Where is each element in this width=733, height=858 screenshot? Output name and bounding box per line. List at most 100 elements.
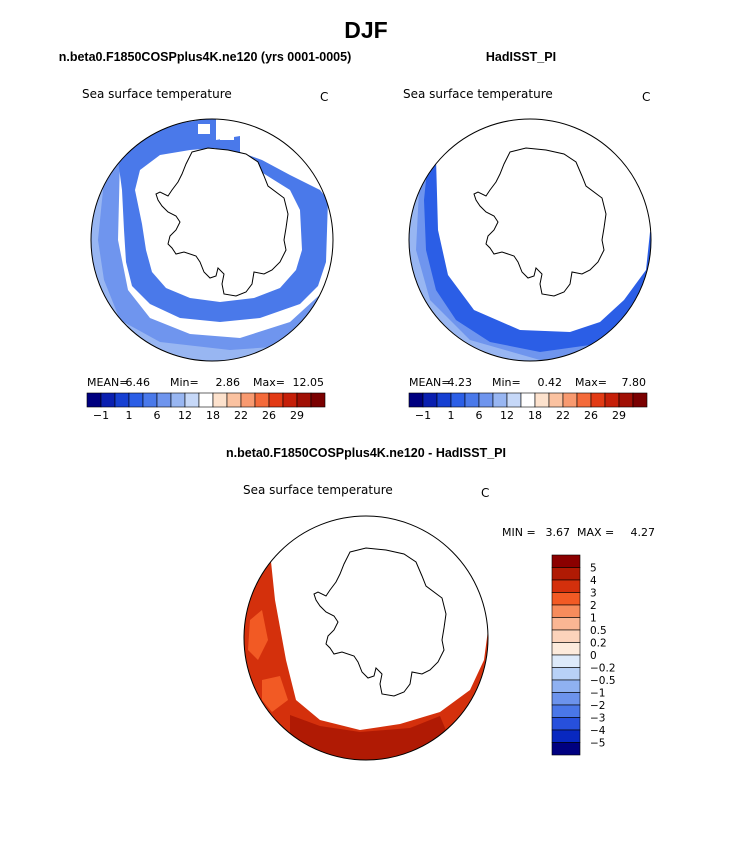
panel-observed-stats: MEAN= 4.23 Min= 0.42 Max= 7.80 <box>409 376 646 389</box>
colorbar-swatch <box>551 679 581 693</box>
colorbar-tick-label: 22 <box>234 409 248 422</box>
panel-model-colorbar: −1 1 6 12 18 22 26 29 <box>86 392 326 422</box>
colorbar-tick-label: 1 <box>448 409 455 422</box>
colorbar-swatch <box>551 567 581 581</box>
colorbar-swatch <box>590 392 606 408</box>
colorbar-swatch <box>548 392 564 408</box>
colorbar-swatch <box>551 742 581 756</box>
colorbar-swatch <box>478 392 494 408</box>
colorbar-level-label: 3 <box>590 588 597 600</box>
panel-difference-min-label: MIN = <box>502 526 536 539</box>
colorbar-swatch <box>114 392 130 408</box>
colorbar-swatch <box>551 592 581 606</box>
panel-model-units: C <box>320 90 328 104</box>
colorbar-swatch <box>520 392 536 408</box>
colorbar-level-label: 0 <box>590 650 597 662</box>
panel-difference-band-outer <box>244 552 488 760</box>
colorbar-tick-label: 18 <box>528 409 542 422</box>
colorbar-swatch <box>156 392 172 408</box>
colorbar-swatch <box>551 704 581 718</box>
colorbar-swatch <box>226 392 242 408</box>
panel-observed-variable: Sea surface temperature <box>403 87 553 101</box>
panel-observed-min-value: 0.42 <box>538 376 563 389</box>
colorbar-swatch <box>551 692 581 706</box>
colorbar-swatch <box>551 667 581 681</box>
colorbar-tick-label: −1 <box>93 409 109 422</box>
panel-observed-max-label: Max= <box>575 376 607 389</box>
colorbar-swatch <box>562 392 578 408</box>
panel-model-band-inner <box>110 119 328 322</box>
panel-observed-map <box>409 119 651 361</box>
panel-model-max-label: Max= <box>253 376 285 389</box>
colorbar-tick-label: 12 <box>500 409 514 422</box>
colorbar-level-label: −2 <box>590 700 605 712</box>
panel-difference-title: n.beta0.F1850COSPplus4K.ne120 - HadISST_… <box>226 446 506 460</box>
colorbar-level-label: 2 <box>590 600 597 612</box>
panel-difference-map-border <box>243 515 489 761</box>
colorbar-swatch <box>240 392 256 408</box>
colorbar-swatch <box>310 392 326 408</box>
colorbar-swatch <box>128 392 144 408</box>
colorbar-swatch <box>86 392 102 408</box>
colorbar-swatch <box>551 604 581 618</box>
colorbar-swatch <box>212 392 228 408</box>
panel-observed-mean-label: MEAN= <box>409 376 450 389</box>
colorbar-tick-label: 29 <box>290 409 304 422</box>
colorbar-level-label: −1 <box>590 688 605 700</box>
colorbar-swatch <box>551 717 581 731</box>
colorbar-level-label: 4 <box>590 575 597 587</box>
colorbar-tick-label: 12 <box>178 409 192 422</box>
colorbar-swatch <box>551 642 581 656</box>
panel-difference: n.beta0.F1850COSPplus4K.ne120 - HadISST_… <box>226 446 655 761</box>
panel-observed-max-value: 7.80 <box>622 376 647 389</box>
panel-difference-minmax: MIN = 3.67 MAX = 4.27 <box>502 526 655 539</box>
colorbar-swatch <box>506 392 522 408</box>
panel-difference-patch-2 <box>262 676 288 712</box>
panel-difference-max-label: MAX = <box>577 526 614 539</box>
panel-observed-title: HadISST_PI <box>486 50 556 64</box>
colorbar-swatch <box>282 392 298 408</box>
colorbar-tick-label: 22 <box>556 409 570 422</box>
colorbar-swatch <box>100 392 116 408</box>
colorbar-swatch <box>198 392 214 408</box>
panel-observed-min-label: Min= <box>492 376 521 389</box>
colorbar-tick-label: 29 <box>612 409 626 422</box>
panel-observed-units: C <box>642 90 650 104</box>
panel-difference-variable: Sea surface temperature <box>243 483 393 497</box>
panel-model-stats: MEAN= 6.46 Min= 2.86 Max= 12.05 <box>87 376 324 389</box>
colorbar-tick-label: 18 <box>206 409 220 422</box>
colorbar-level-label: −5 <box>590 738 605 750</box>
colorbar-swatch <box>632 392 648 408</box>
panel-difference-units: C <box>481 486 489 500</box>
panel-difference-min-value: 3.67 <box>546 526 571 539</box>
colorbar-swatch <box>618 392 634 408</box>
colorbar-swatch <box>184 392 200 408</box>
colorbar-swatch <box>492 392 508 408</box>
colorbar-swatch <box>551 579 581 593</box>
panel-observed: HadISST_PI Sea surface temperature C MEA… <box>403 50 652 422</box>
colorbar-tick-label: 6 <box>154 409 161 422</box>
colorbar-swatch <box>551 654 581 668</box>
colorbar-swatch <box>604 392 620 408</box>
colorbar-level-label: −3 <box>590 713 605 725</box>
colorbar-level-label: 1 <box>590 613 597 625</box>
panel-observed-map-border <box>408 118 652 362</box>
colorbar-swatch <box>551 554 581 568</box>
colorbar-swatch <box>464 392 480 408</box>
colorbar-swatch <box>576 392 592 408</box>
panel-model-mean-value: 6.46 <box>126 376 151 389</box>
panel-model-variable: Sea surface temperature <box>82 87 232 101</box>
colorbar-level-label: −4 <box>590 725 606 737</box>
panel-model-min-value: 2.86 <box>216 376 241 389</box>
panel-observed-colorbar: −1 1 6 12 18 22 26 29 <box>408 392 648 422</box>
colorbar-level-label: −0.5 <box>590 675 616 687</box>
panel-observed-mean-value: 4.23 <box>448 376 473 389</box>
colorbar-tick-label: 26 <box>262 409 276 422</box>
colorbar-swatch <box>296 392 312 408</box>
colorbar-swatch <box>450 392 466 408</box>
panel-model-gap-2 <box>198 124 210 134</box>
colorbar-swatch <box>551 629 581 643</box>
panel-model-mean-label: MEAN= <box>87 376 128 389</box>
